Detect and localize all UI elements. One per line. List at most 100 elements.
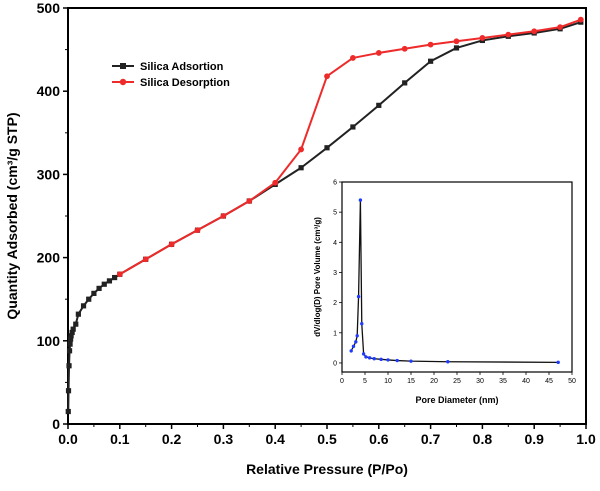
adsorption-data-point — [350, 124, 356, 130]
desorption-data-point — [168, 241, 175, 248]
desorption-data-point — [427, 41, 434, 48]
y-tick-label: 0 — [52, 416, 60, 432]
inset-y-tick-label: 6 — [333, 180, 337, 187]
x-tick-label: 0.8 — [473, 431, 493, 447]
desorption-data-point — [220, 213, 227, 219]
desorption-data-point — [505, 31, 512, 38]
y-tick-label: 400 — [37, 83, 61, 99]
adsorption-data-point — [112, 274, 118, 281]
pore-data-point — [356, 294, 361, 299]
pore-data-point — [364, 355, 368, 359]
inset-y-tick-label: 4 — [333, 240, 337, 247]
inset-x-tick-label: 0 — [340, 378, 344, 385]
adsorption-data-point — [75, 311, 81, 317]
adsorption-data-point — [376, 102, 382, 108]
desorption-data-point — [246, 198, 253, 204]
inset-y-tick-label: 1 — [333, 330, 337, 337]
inset-y-axis-label: dV/dlog(D) Pore Volume (cm³/g) — [313, 217, 322, 337]
pore-data-point — [446, 360, 450, 364]
inset-x-tick-label: 15 — [407, 378, 415, 385]
desorption-data-point — [194, 227, 201, 234]
pore-data-point — [349, 349, 353, 353]
y-tick-label: 100 — [37, 333, 61, 349]
legend-label-desorption: Silica Desorption — [140, 77, 230, 89]
legend: Silica Adsortion Silica Desorption — [112, 61, 230, 89]
desorption-data-point — [142, 256, 149, 263]
desorption-data-point — [375, 50, 382, 56]
adsorption-data-point — [67, 336, 74, 342]
pore-data-point — [395, 358, 399, 363]
inset-x-tick-label: 30 — [476, 378, 484, 385]
inset-y-tick-label: 2 — [333, 300, 337, 307]
x-tick-label: 0.2 — [162, 431, 182, 447]
desorption-data-point — [272, 179, 279, 186]
x-axis-label: Relative Pressure (P/Po) — [246, 461, 408, 477]
desorption-data-point — [324, 73, 330, 80]
adsorption-data-point — [453, 45, 460, 51]
desorption-data-point — [557, 24, 563, 31]
adsorption-data-point — [73, 321, 79, 327]
adsorption-data-point — [428, 58, 434, 64]
main-series-group — [65, 16, 584, 415]
desorption-data-point — [350, 55, 356, 61]
inset-x-tick-label: 50 — [568, 378, 576, 385]
x-tick-label: 1.0 — [576, 431, 596, 447]
inset-y-tick-label: 0 — [333, 360, 337, 367]
adsorption-data-point — [324, 145, 330, 151]
pore-data-point — [358, 198, 363, 202]
adsorption-data-point — [80, 303, 87, 309]
x-tick-label: 0.6 — [369, 431, 389, 447]
adsorption-data-point — [86, 296, 92, 302]
desorption-data-point — [298, 146, 304, 153]
inset-x-axis-label: Pore Diameter (nm) — [415, 395, 498, 405]
inset-x-tick-label: 20 — [430, 378, 438, 385]
pore-data-point — [361, 352, 366, 356]
x-tick-label: 0.5 — [317, 431, 337, 447]
adsorption-data-point — [402, 80, 408, 86]
pore-data-point — [355, 334, 359, 338]
adsorption-data-point — [91, 290, 97, 296]
x-tick-label: 0.4 — [265, 431, 285, 447]
pore-data-point — [360, 322, 364, 326]
pore-data-point — [409, 359, 413, 363]
desorption-data-point — [453, 38, 460, 45]
pore-data-point — [386, 358, 390, 362]
pore-data-point — [354, 340, 358, 344]
desorption-data-point — [479, 35, 486, 41]
desorption-data-point — [531, 28, 538, 35]
adsorption-data-point — [106, 278, 113, 284]
pore-data-point — [556, 360, 560, 365]
inset-x-tick-label: 25 — [453, 378, 461, 385]
pore-data-point — [351, 344, 356, 349]
inset-series-group — [349, 198, 560, 365]
x-tick-label: 0.7 — [421, 431, 441, 447]
desorption-data-point — [116, 271, 123, 278]
legend-marker-adsorption — [120, 63, 126, 69]
desorption-data-point — [577, 16, 584, 23]
main-axis-ticks: 0.0 0.1 0.2 0.3 0.4 0.5 0.6 0.7 0.8 0.9 1.00100200… — [37, 0, 596, 447]
inset-plot-frame — [341, 181, 573, 373]
pore-data-point — [372, 357, 376, 361]
legend-label-adsorption: Silica Adsortion — [140, 61, 224, 73]
x-tick-label: 0.9 — [524, 431, 544, 447]
adsorption-data-point — [70, 326, 76, 332]
inset-y-tick-label: 5 — [333, 210, 337, 217]
inset-y-tick-label: 3 — [333, 270, 337, 277]
adsorption-data-point — [101, 281, 107, 287]
adsorption-data-point — [66, 348, 73, 354]
inset-x-tick-label: 35 — [499, 378, 507, 385]
inset-x-tick-label: 5 — [363, 378, 367, 385]
inset-x-tick-label: 10 — [384, 378, 392, 385]
pore-data-point — [379, 357, 383, 362]
y-tick-label: 300 — [37, 166, 61, 182]
inset-x-tick-label: 40 — [522, 378, 530, 385]
adsorption-data-point — [65, 408, 71, 415]
adsorption-data-point — [68, 333, 74, 339]
adsorption-data-point — [67, 341, 73, 347]
adsorption-data-point — [66, 363, 72, 369]
adsorption-data-point — [69, 329, 75, 336]
